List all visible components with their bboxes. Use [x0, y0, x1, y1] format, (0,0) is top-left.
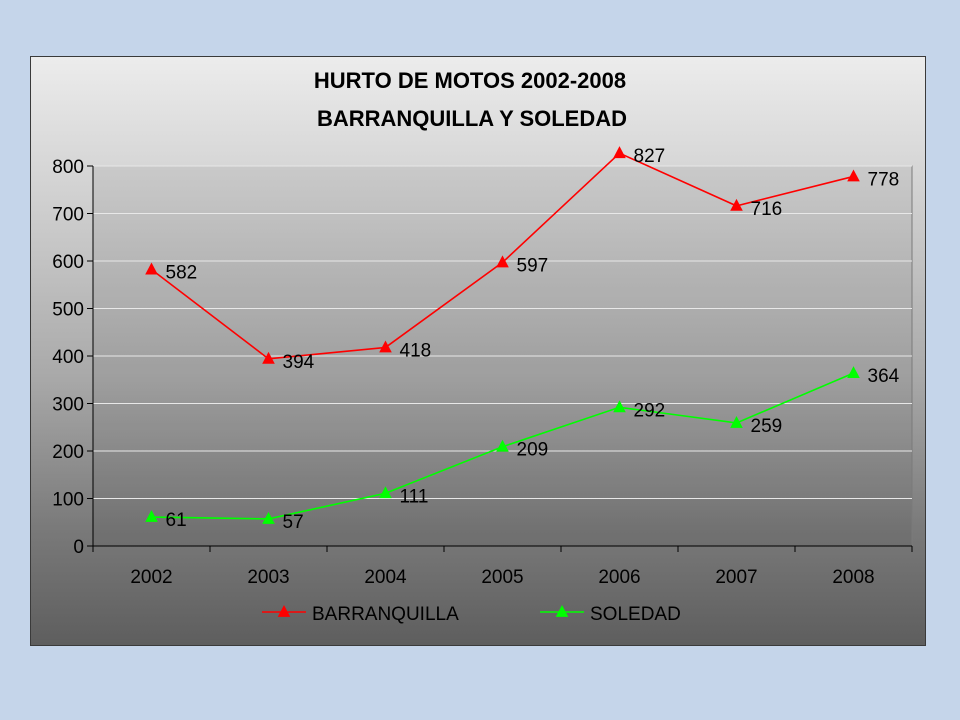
data-label: 827: [634, 146, 666, 167]
legend-marker: [277, 605, 291, 617]
data-label: 394: [283, 352, 315, 373]
data-label: 111: [400, 486, 429, 507]
y-tick-label: 600: [52, 252, 84, 273]
y-tick-label: 400: [52, 347, 84, 368]
data-label: 57: [283, 512, 304, 533]
data-label: 716: [751, 199, 783, 220]
plot-area: 0 100 200 300 400 500 600 700 800 2002 2003 2004 200…: [52, 146, 913, 588]
x-tick-label: 2005: [481, 567, 523, 588]
data-point: [613, 146, 626, 159]
legend: BARRANQUILLA SOLEDAD: [262, 604, 681, 625]
data-point: [847, 366, 860, 378]
data-point: [847, 169, 860, 182]
data-point: [145, 510, 158, 522]
y-tick-label: 800: [52, 157, 84, 178]
chart-title: HURTO DE MOTOS 2002-2008: [314, 68, 626, 93]
x-tick-label: 2008: [832, 567, 874, 588]
legend-marker: [555, 605, 569, 617]
y-tick-label: 0: [73, 537, 84, 558]
data-point: [379, 486, 392, 499]
data-label: 209: [517, 440, 549, 461]
data-point: [613, 400, 626, 413]
legend-label: BARRANQUILLA: [312, 604, 459, 625]
chart-panel: [30, 56, 926, 646]
y-tick-label: 100: [52, 490, 84, 511]
data-point: [262, 511, 275, 524]
x-tick-label: 2002: [130, 567, 172, 588]
data-point: [145, 262, 158, 275]
data-point: [496, 439, 509, 452]
data-point: [730, 198, 743, 211]
legend-label: SOLEDAD: [590, 604, 681, 625]
data-point: [496, 255, 509, 268]
data-label: 778: [868, 169, 900, 190]
data-label: 582: [166, 263, 198, 284]
x-tick-label: 2003: [247, 567, 289, 588]
data-label: 418: [400, 340, 432, 361]
data-label: 597: [517, 255, 549, 276]
data-label: 61: [166, 510, 187, 531]
data-label: 364: [868, 366, 900, 387]
chart-subtitle: BARRANQUILLA Y SOLEDAD: [317, 106, 627, 131]
y-tick-label: 700: [52, 205, 84, 226]
y-tick-label: 500: [52, 300, 84, 321]
data-point: [379, 340, 392, 353]
x-tick-label: 2004: [364, 567, 407, 588]
x-tick-label: 2006: [598, 567, 640, 588]
x-tick-label: 2007: [715, 567, 757, 588]
y-tick-label: 300: [52, 395, 84, 416]
data-label: 292: [634, 400, 666, 421]
data-point: [730, 415, 743, 428]
data-label: 259: [751, 416, 783, 437]
data-point: [262, 351, 275, 364]
y-tick-label: 200: [52, 442, 84, 463]
